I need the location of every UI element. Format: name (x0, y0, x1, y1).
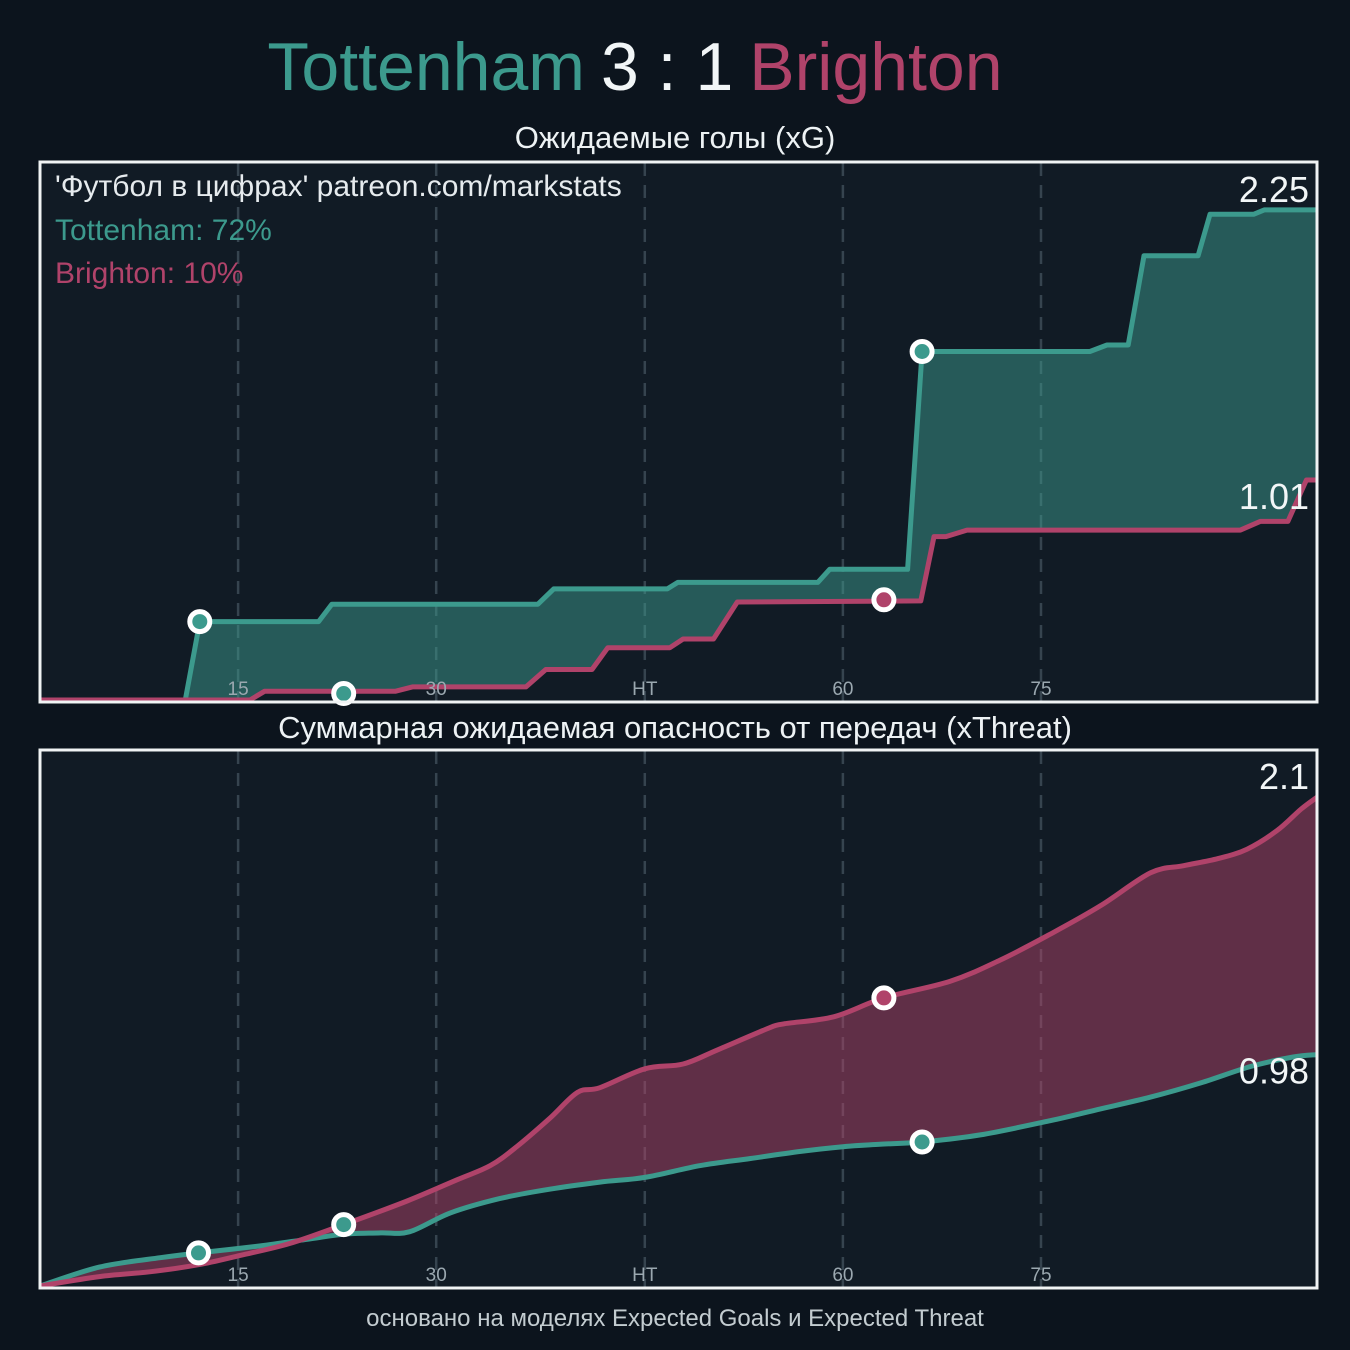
away-final-value-label: 1.01 (1239, 476, 1309, 517)
xg-chart: 2.25 1.01 15 30 HT 60 75 'Футбол в цифрах' patr… (38, 160, 1319, 706)
goal-marker-home (909, 339, 935, 364)
xthreat-chart-title: Суммарная ожидаемая опасность от передач… (278, 710, 1072, 745)
home-final-value-label: 2.25 (1239, 169, 1309, 210)
x-tick-label: 60 (832, 1265, 853, 1286)
x-tick-label: 15 (228, 1265, 249, 1286)
xthreat-away-line (39, 795, 1319, 1289)
xg-away-line (40, 477, 1317, 703)
footer-caption: основано на моделях Expected Goals и Exp… (366, 1305, 984, 1332)
xthreat-band (40, 797, 1317, 1286)
x-tick-label: 30 (426, 1265, 447, 1286)
xg-home-line (40, 207, 1317, 703)
home-winprob-label: Tottenham: 72% (55, 214, 272, 247)
x-tick-label: 30 (426, 679, 447, 700)
xthreat-chart: 0.98 2.1 15 30 HT 60 75 (38, 748, 1319, 1290)
x-tick-label: 15 (228, 679, 249, 700)
goal-marker-home (186, 1240, 211, 1266)
match-title: Tottenham 3 : 1 Brighton (0, 30, 1270, 104)
x-tick-label: HT (632, 1265, 658, 1286)
chart-border (38, 160, 1319, 704)
chart-border (38, 748, 1319, 1290)
xg-chart-title: Ожидаемые голы (xG) (514, 120, 836, 155)
x-tick-label: 75 (1030, 1265, 1051, 1286)
goal-marker-home (187, 609, 213, 635)
away-winprob-label: Brighton: 10% (55, 257, 243, 290)
away-final-value-label: 2.1 (1259, 756, 1309, 797)
x-tick-label: 60 (832, 679, 853, 700)
goal-marker-home (909, 1129, 935, 1155)
home-team-name: Tottenham (267, 29, 585, 105)
goal-marker-away (871, 985, 897, 1011)
match-score: 3 : 1 (600, 29, 734, 105)
away-team-name: Brighton (749, 29, 1003, 105)
watermark-text: 'Футбол в цифрах' patreon.com/markstats (55, 170, 622, 203)
goal-marker-home (331, 1212, 357, 1238)
goal-marker-away (871, 587, 897, 613)
x-tick-label: 75 (1030, 679, 1051, 700)
xg-band (40, 209, 1317, 700)
x-tick-label: HT (632, 679, 658, 700)
home-final-value-label: 0.98 (1239, 1051, 1309, 1092)
